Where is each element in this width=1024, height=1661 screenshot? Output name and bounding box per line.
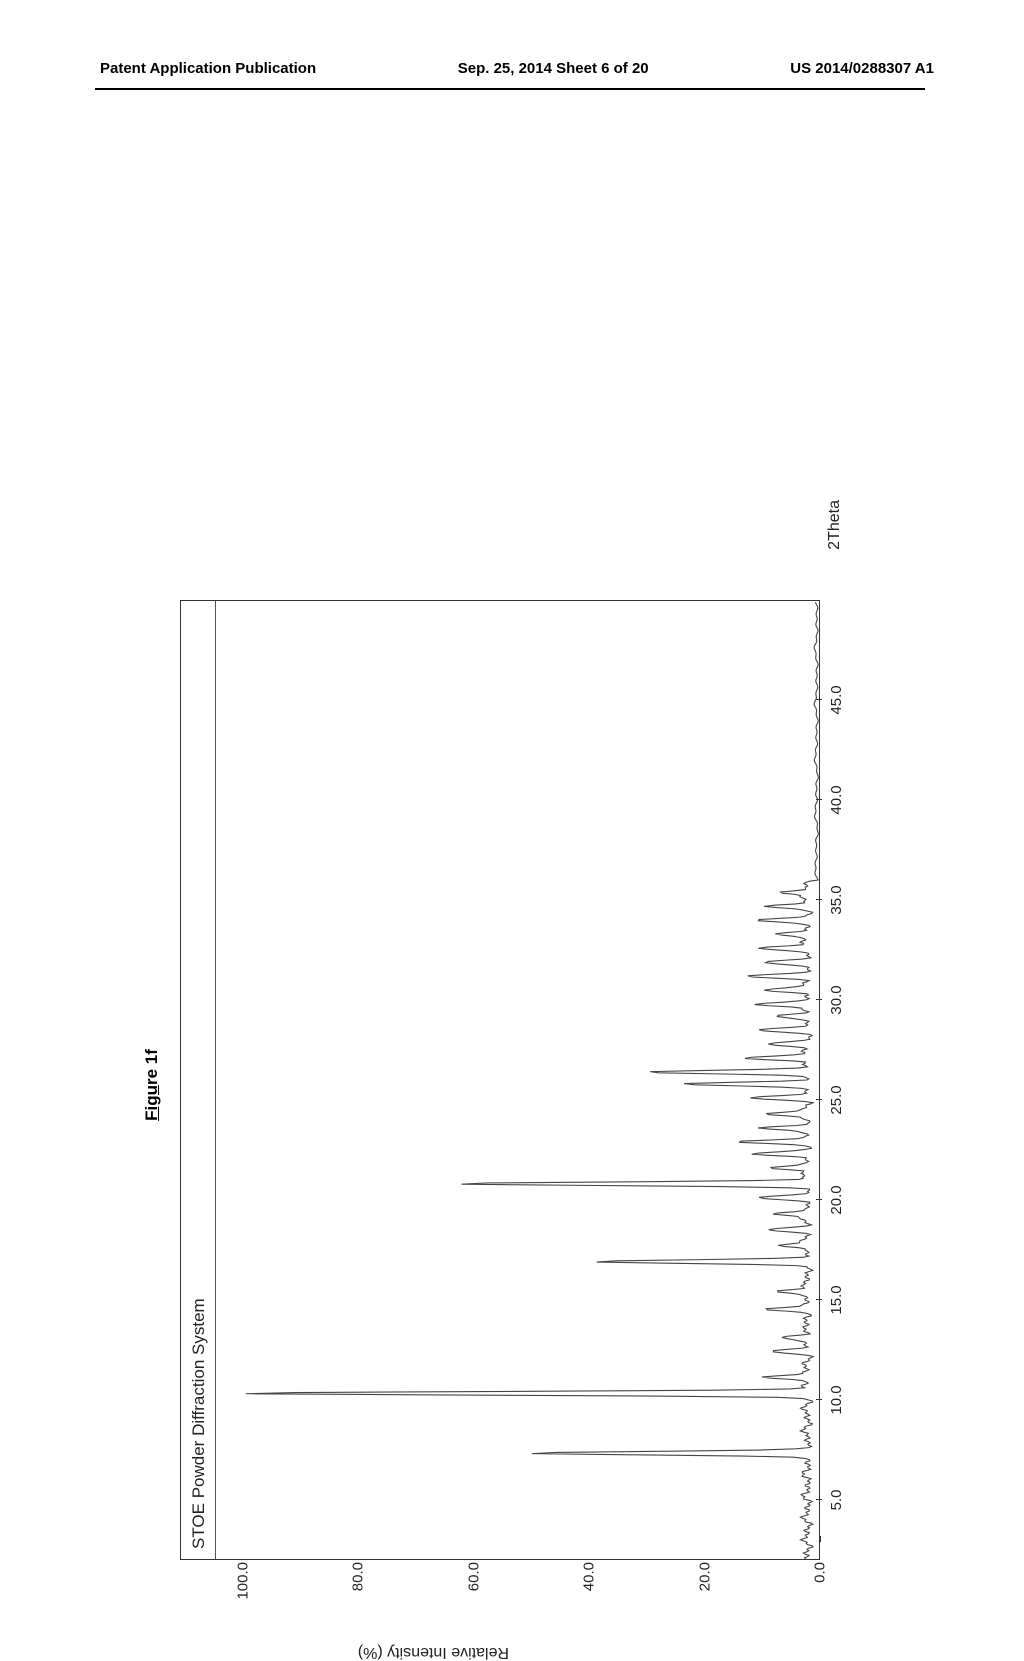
header-right: US 2014/0288307 A1 (790, 60, 934, 77)
y-tick-label: 100.0 (234, 1562, 251, 1620)
figure-caption-prefix: Figu (142, 1085, 161, 1121)
x-tick-label: 5.0 (828, 1490, 845, 1511)
system-label: STOE Powder Diffraction System (189, 1298, 209, 1549)
x-tick-mark (816, 1199, 822, 1200)
y-tick-label: 60.0 (465, 1562, 482, 1620)
figure-area: Figure 1f Relative Intensity (%) 0.020.0… (110, 130, 910, 1240)
rotated-chart-wrapper: Figure 1f Relative Intensity (%) 0.020.0… (110, 530, 910, 1640)
x-tick-label: 45.0 (828, 685, 845, 714)
y-tick-label: 80.0 (350, 1562, 367, 1620)
x-tick-label: 10.0 (828, 1385, 845, 1414)
x-tick-label: 25.0 (828, 1085, 845, 1114)
x-tick-mark (816, 1399, 822, 1400)
x-axis-title: 2Theta (826, 500, 844, 550)
x-tick-label: 40.0 (828, 785, 845, 814)
x-tick-mark (816, 699, 822, 700)
x-tick-label: 30.0 (828, 985, 845, 1014)
y-axis-ticks: 0.020.040.060.080.0100.0 (180, 1562, 820, 1620)
y-tick-label: 20.0 (696, 1562, 713, 1620)
y-tick-label: 40.0 (581, 1562, 598, 1620)
x-tick-label: 20.0 (828, 1185, 845, 1214)
figure-caption-suffix: re 1f (142, 1049, 161, 1085)
figure-caption: Figure 1f (142, 1049, 162, 1121)
x-tick-mark (816, 999, 822, 1000)
x-tick-mark (816, 799, 822, 800)
header-left: Patent Application Publication (100, 60, 316, 77)
x-axis-ticks: 5.0 10.0 15.0 20.0 25.0 30.0 35.0 40.0 45.0 (822, 600, 852, 1560)
page-header: Patent Application Publication Sep. 25, … (0, 60, 1024, 77)
x-tick-mark (816, 1099, 822, 1100)
x-tick-mark (816, 899, 822, 900)
x-tick-mark (816, 1499, 822, 1500)
x-tick-label: 35.0 (828, 885, 845, 914)
header-center: Sep. 25, 2014 Sheet 6 of 20 (458, 60, 649, 77)
header-rule (95, 88, 925, 90)
chart-box: STOE Powder Diffraction System (180, 600, 820, 1560)
plot-region (215, 601, 821, 1559)
x-tick-mark (816, 1299, 822, 1300)
xrd-pattern-svg (215, 601, 821, 1559)
x-tick-label: 15.0 (828, 1285, 845, 1314)
xrd-trace (246, 602, 819, 1559)
y-tick-label: 0.0 (812, 1562, 829, 1620)
y-axis-title: Relative Intensity (%) (358, 1643, 509, 1661)
